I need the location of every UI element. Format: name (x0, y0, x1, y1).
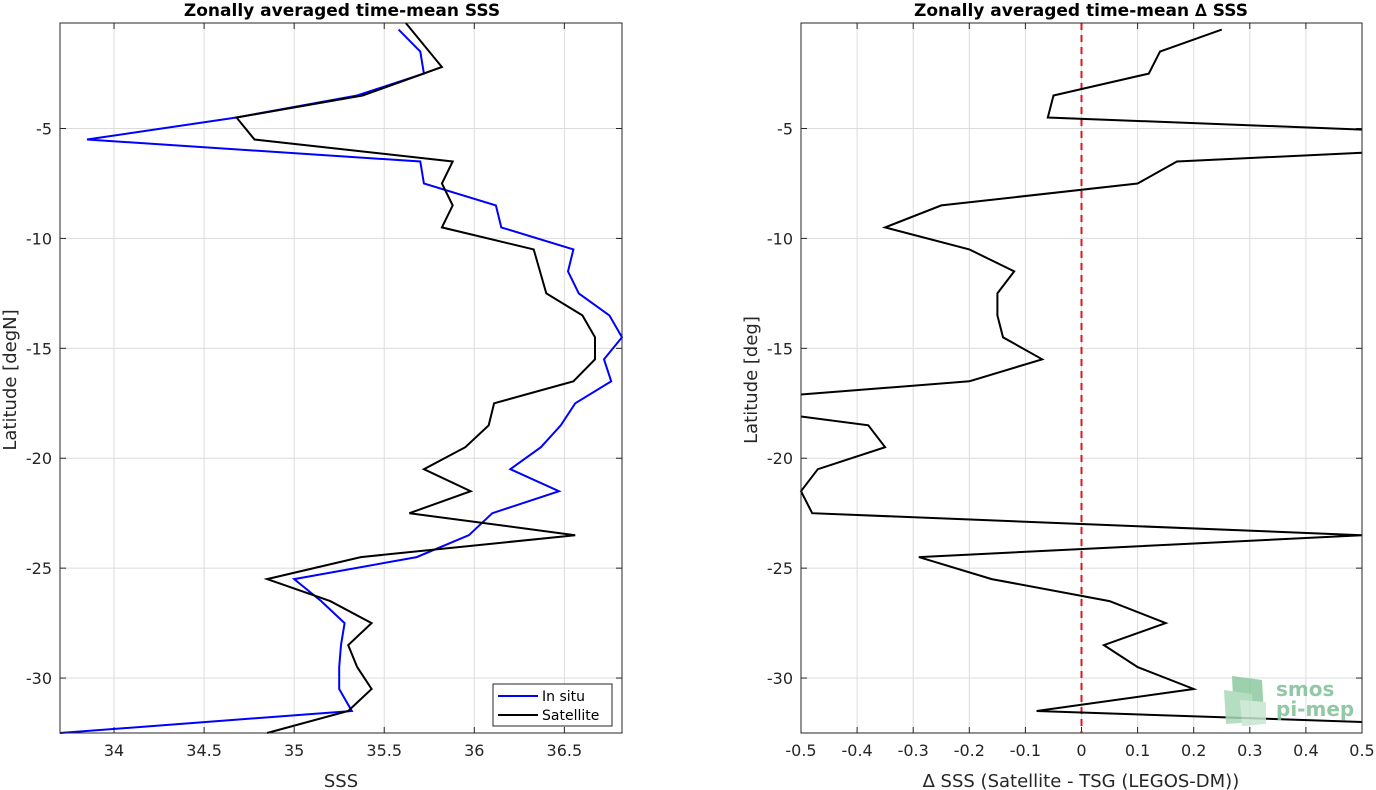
y-tick-label: -10 (767, 229, 793, 248)
right-chart-title: Zonally averaged time-mean ∆ SSS (914, 1, 1248, 21)
x-tick-label: -0.5 (785, 741, 816, 760)
x-tick-label: 34 (104, 741, 124, 760)
x-tick-label: 0.3 (1237, 741, 1262, 760)
left-chart-title: Zonally averaged time-mean SSS (184, 1, 500, 21)
x-tick-label: -0.4 (841, 741, 872, 760)
x-tick-label: -0.1 (1010, 741, 1041, 760)
logo-line1: smos (1276, 677, 1334, 701)
y-tick-label: -10 (26, 229, 52, 248)
x-tick-label: 36.5 (547, 741, 583, 760)
left-y-axis-label: Latitude [degN] (0, 309, 21, 450)
x-tick-label: -0.3 (898, 741, 929, 760)
left-panel: Zonally averaged time-mean SSS 34 34.5 35 3… (0, 1, 624, 790)
delta-sss-series-line (799, 28, 1363, 723)
logo-line2: pi-mep (1276, 697, 1354, 721)
right-grid (800, 23, 1363, 733)
y-tick-label: -30 (26, 669, 52, 688)
y-tick-label: -15 (26, 339, 52, 358)
x-tick-label: 35.5 (366, 741, 402, 760)
y-tick-label: -20 (26, 449, 52, 468)
left-tick-labels: 34 34.5 35 35.5 36 36.5 -5 -10 -15 -20 -25 -30 (26, 120, 582, 760)
right-tick-labels: -0.5 -0.4 -0.3 -0.2 -0.1 0 0.1 0.2 0.3 0.4 0.5 -5 -1… (767, 120, 1375, 760)
x-tick-label: 34.5 (186, 741, 222, 760)
x-tick-label: -0.2 (954, 741, 985, 760)
smos-pi-mep-logo: smos pi-mep (1224, 676, 1354, 726)
logo-emblem-icon (1224, 676, 1266, 726)
left-grid (60, 23, 622, 733)
x-tick-label: 36 (464, 741, 484, 760)
y-tick-label: -25 (26, 559, 52, 578)
left-x-axis-label: SSS (324, 771, 358, 790)
y-tick-label: -25 (767, 559, 793, 578)
satellite-series-line (234, 22, 596, 734)
legend-box (492, 683, 613, 727)
x-tick-label: 0.5 (1349, 741, 1374, 760)
y-tick-label: -5 (36, 120, 52, 139)
in-situ-series-line (59, 28, 624, 734)
y-tick-label: -20 (767, 449, 793, 468)
left-series-group (59, 22, 624, 734)
right-panel: Zonally averaged time-mean ∆ SSS -0.5 -0.… (741, 1, 1375, 790)
x-tick-label: 35 (284, 741, 304, 760)
legend-satellite-label: Satellite (542, 708, 599, 724)
right-x-axis-label: ∆ SSS (Satellite - TSG (LEGOS-DM)) (922, 771, 1239, 790)
x-tick-label: 0 (1076, 741, 1086, 760)
y-tick-label: -5 (777, 120, 793, 139)
left-axes-frame (59, 22, 623, 734)
y-tick-label: -15 (767, 339, 793, 358)
x-tick-label: 0.4 (1293, 741, 1318, 760)
legend-in-situ-label: In situ (542, 689, 585, 705)
legend: In situ Satellite (492, 683, 613, 727)
right-y-axis-label: Latitude [deg] (741, 316, 762, 444)
x-tick-label: 0.1 (1125, 741, 1150, 760)
right-series-group (799, 28, 1363, 723)
x-tick-label: 0.2 (1181, 741, 1206, 760)
y-tick-label: -30 (767, 669, 793, 688)
right-axes-frame (800, 22, 1363, 734)
